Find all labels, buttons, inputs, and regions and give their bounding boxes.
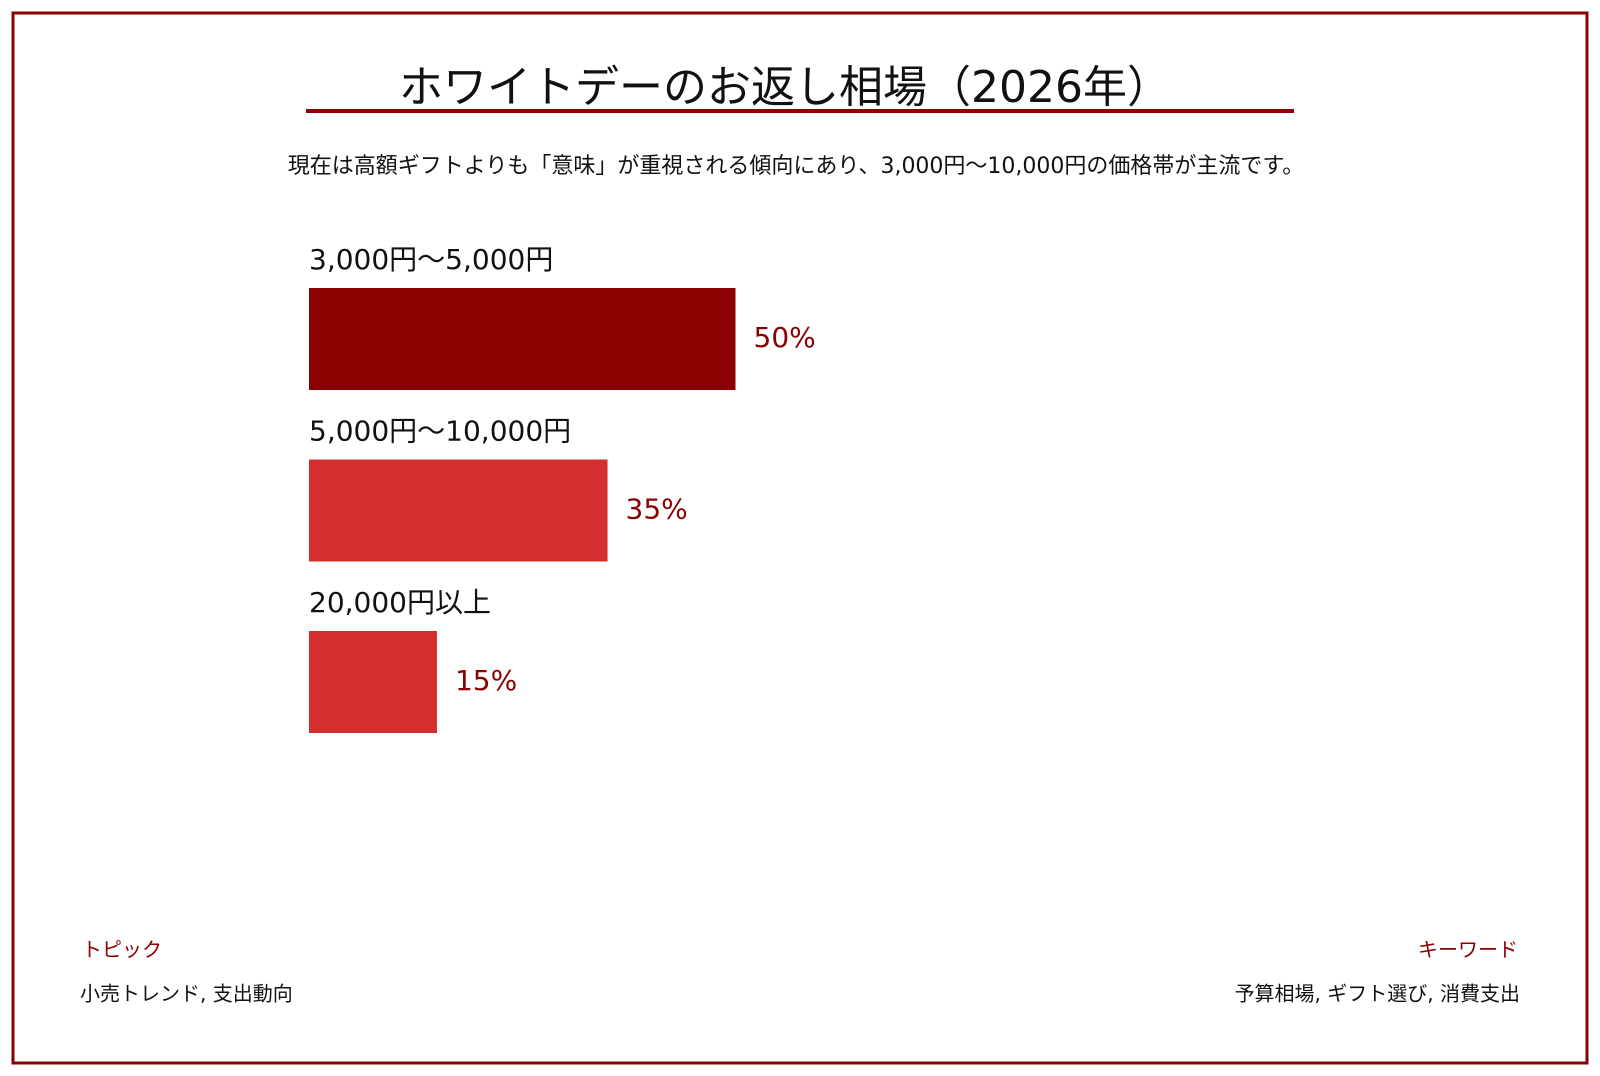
chart-subtitle: 現在は高額ギフトよりも「意味」が重視される傾向にあり、3,000円〜10,000… bbox=[288, 154, 1304, 179]
value-label: 15% bbox=[455, 664, 517, 697]
topic: 小売トレンド, 支出動向 bbox=[80, 982, 293, 1006]
chart-title: ホワイトデーのお返し相場（2026年） bbox=[399, 62, 1171, 113]
bar bbox=[309, 631, 437, 733]
bar bbox=[309, 459, 608, 562]
topic-heading: トピック bbox=[82, 938, 162, 962]
category-label: 3,000円〜5,000円 bbox=[309, 243, 553, 276]
category-label: 5,000円〜10,000円 bbox=[309, 415, 571, 448]
bar bbox=[309, 288, 736, 390]
category-label: 20,000円以上 bbox=[309, 586, 491, 619]
frame bbox=[11, 11, 1589, 1065]
value-label: 35% bbox=[626, 493, 688, 526]
keyword-heading: キーワード bbox=[1418, 938, 1518, 962]
keywords: 予算相場, ギフト選び, 消費支出 bbox=[1235, 982, 1520, 1006]
value-label: 50% bbox=[754, 321, 816, 354]
